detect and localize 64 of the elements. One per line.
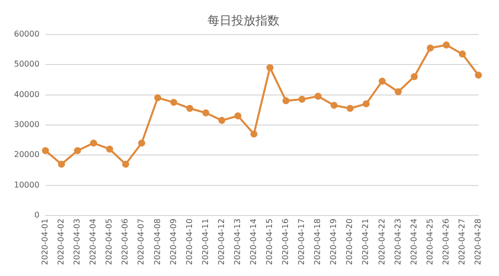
x-tick-label: 2020-04-07 <box>136 218 146 266</box>
point <box>474 72 482 79</box>
point <box>426 44 434 52</box>
point <box>218 116 226 124</box>
x-tick-label: 2020-04-11 <box>200 218 210 266</box>
point <box>458 50 466 58</box>
point <box>202 109 210 116</box>
x-tick-label: 2020-04-15 <box>265 218 274 266</box>
point <box>138 140 146 147</box>
y-tick-label: 50000 <box>14 60 40 69</box>
x-tick-label: 2020-04-12 <box>216 218 226 266</box>
point <box>74 147 82 154</box>
point <box>234 112 242 120</box>
point <box>170 98 178 106</box>
point <box>106 146 114 153</box>
x-tick-label: 2020-04-05 <box>104 218 114 266</box>
x-tick-label: 2020-04-19 <box>329 218 338 266</box>
x-tick-label: 2020-04-26 <box>441 218 450 266</box>
x-tick-label: 2020-04-25 <box>425 218 434 266</box>
x-tick-label: 2020-04-23 <box>393 218 402 266</box>
x-tick-label: 2020-04-04 <box>88 218 98 266</box>
x-tick-label: 2020-04-22 <box>377 218 386 266</box>
x-tick-label: 2020-04-14 <box>248 218 258 266</box>
point <box>250 130 258 138</box>
x-tick-label: 2020-04-01 <box>40 218 50 266</box>
x-tick-label: 2020-04-02 <box>56 218 66 266</box>
y-tick-label: 30000 <box>14 120 40 130</box>
x-tick-label: 2020-04-27 <box>457 218 466 266</box>
x-tick-label: 2020-04-10 <box>184 218 194 266</box>
point <box>42 147 49 154</box>
y-tick-label: 10000 <box>14 180 40 190</box>
x-tick-label: 2020-04-09 <box>168 218 178 266</box>
point <box>266 64 274 72</box>
x-tick-label: 2020-04-13 <box>232 218 242 266</box>
x-tick-label: 2020-04-16 <box>281 218 290 266</box>
y-tick-label: 0 <box>34 210 40 220</box>
point <box>378 78 386 85</box>
point <box>410 73 418 80</box>
point <box>314 92 322 100</box>
point <box>394 88 402 96</box>
x-tick-label: 2020-04-08 <box>152 218 162 266</box>
x-tick-label: 2020-04-21 <box>361 218 370 266</box>
point <box>122 160 130 168</box>
point <box>58 160 65 168</box>
y-tick-label: 20000 <box>14 150 40 160</box>
x-tick-label: 2020-04-06 <box>120 218 130 266</box>
x-tick-label: 2020-04-18 <box>313 218 322 266</box>
x-tick-label: 2020-04-20 <box>345 218 354 266</box>
point <box>346 104 354 112</box>
y-tick-label: 60000 <box>14 29 40 38</box>
x-tick-label: 2020-04-24 <box>409 218 418 266</box>
x-tick-label: 2020-04-28 <box>473 218 482 266</box>
y-tick-label: 40000 <box>14 90 40 99</box>
point <box>442 41 450 48</box>
x-tick-label: 2020-04-17 <box>297 218 306 266</box>
chart-title: 每日投放指数 <box>208 13 280 28</box>
x-tick-label: 2020-04-03 <box>72 218 82 266</box>
point <box>154 94 162 102</box>
point <box>298 96 306 103</box>
point <box>330 102 338 109</box>
point <box>362 100 370 108</box>
point <box>282 97 290 104</box>
point <box>186 104 194 112</box>
point <box>90 140 98 147</box>
